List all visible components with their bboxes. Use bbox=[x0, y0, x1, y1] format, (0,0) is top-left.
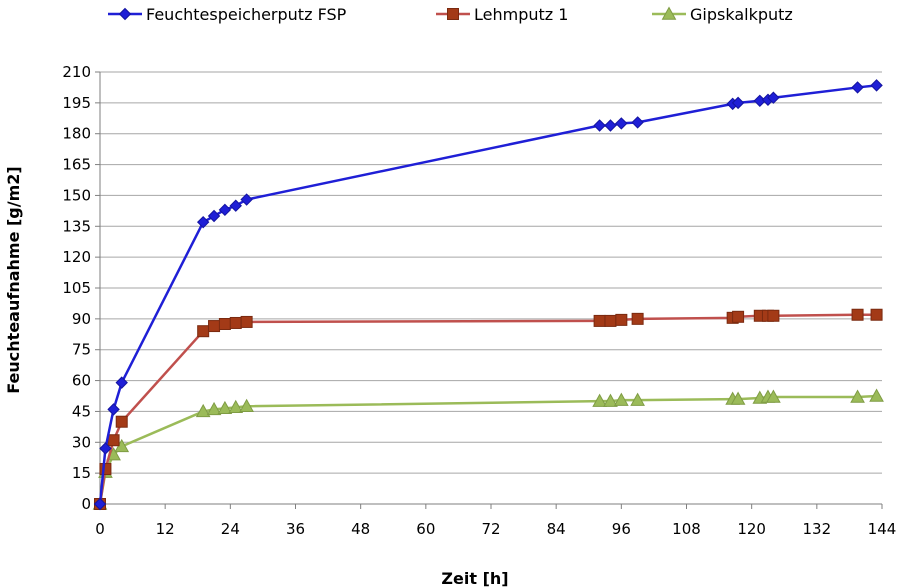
data-point-series-2 bbox=[604, 314, 617, 327]
y-tick-label: 210 bbox=[62, 63, 91, 81]
legend-marker bbox=[661, 6, 677, 20]
data-point-series-1 bbox=[229, 199, 242, 212]
y-tick-label: 195 bbox=[62, 94, 91, 112]
y-tick-label: 75 bbox=[72, 341, 91, 359]
x-tick-label: 96 bbox=[612, 520, 631, 538]
x-tick-label: 48 bbox=[351, 520, 370, 538]
data-point-series-1 bbox=[604, 119, 617, 132]
data-point-series-1 bbox=[99, 442, 112, 455]
data-point-series-1 bbox=[593, 119, 606, 132]
data-point-series-1 bbox=[631, 116, 644, 129]
data-point-series-2 bbox=[593, 314, 606, 327]
data-point-series-1 bbox=[107, 403, 120, 416]
data-point-series-1 bbox=[218, 203, 232, 217]
y-tick-label: 60 bbox=[72, 372, 91, 390]
y-axis-title: Feuchteaufnahme [g/m2] bbox=[4, 166, 23, 393]
legend-label: Lehmputz 1 bbox=[474, 5, 568, 24]
legend-marker bbox=[118, 7, 132, 21]
data-point-series-3 bbox=[239, 398, 254, 412]
data-point-series-3 bbox=[869, 388, 884, 402]
x-tick-label: 108 bbox=[672, 520, 701, 538]
data-point-series-1 bbox=[196, 215, 210, 229]
data-point-series-1 bbox=[851, 81, 864, 94]
data-point-series-1 bbox=[240, 193, 253, 206]
axes bbox=[95, 71, 883, 509]
data-point-series-2 bbox=[732, 310, 745, 323]
data-point-series-2 bbox=[115, 415, 128, 428]
data-point-series-2 bbox=[208, 320, 221, 333]
x-tick-label: 12 bbox=[156, 520, 175, 538]
data-point-series-3 bbox=[217, 400, 233, 415]
data-point-series-2 bbox=[631, 312, 644, 325]
data-point-series-2 bbox=[218, 318, 231, 330]
y-tick-label: 180 bbox=[62, 125, 91, 143]
x-tick-label: 60 bbox=[416, 520, 435, 538]
y-tick-label: 135 bbox=[62, 217, 91, 235]
data-point-series-3 bbox=[195, 403, 211, 418]
y-tick-label: 45 bbox=[72, 402, 91, 420]
data-point-series-1 bbox=[207, 209, 221, 223]
tick-labels: 0 15 30 45 60 75 90 105 120 135 150 165 180 195 210 0 12… bbox=[62, 63, 896, 538]
data-point-series-2 bbox=[767, 309, 780, 322]
x-axis-title: Zeit [h] bbox=[441, 569, 508, 587]
legend-label: Feuchtespeicherputz FSP bbox=[146, 5, 347, 24]
data-point-series-3 bbox=[228, 399, 244, 414]
y-tick-label: 90 bbox=[72, 310, 91, 328]
x-tick-label: 84 bbox=[547, 520, 566, 538]
data-point-series-3 bbox=[850, 389, 865, 403]
x-tick-label: 144 bbox=[868, 520, 897, 538]
data-point-series-3 bbox=[630, 392, 645, 406]
x-tick-label: 0 bbox=[95, 520, 105, 538]
data-point-series-1 bbox=[767, 91, 780, 104]
data-point-series-3 bbox=[766, 389, 781, 403]
x-tick-label: 72 bbox=[481, 520, 500, 538]
data-point-series-1 bbox=[93, 497, 107, 511]
legend: Feuchtespeicherputz FSP Lehmputz 1 Gipskal… bbox=[108, 5, 793, 24]
data-point-series-3 bbox=[603, 393, 618, 407]
data-point-series-2 bbox=[99, 463, 112, 476]
y-tick-label: 120 bbox=[62, 248, 91, 266]
data-point-series-3 bbox=[592, 393, 607, 407]
y-tick-label: 0 bbox=[81, 495, 91, 513]
series-line-1 bbox=[98, 84, 877, 505]
data-point-series-3 bbox=[730, 391, 746, 405]
data-point-series-2 bbox=[229, 316, 242, 329]
data-point-series-1 bbox=[115, 376, 128, 389]
data-point-series-2 bbox=[851, 308, 864, 321]
data-point-series-1 bbox=[731, 96, 745, 110]
y-tick-label: 30 bbox=[72, 433, 91, 451]
x-tick-label: 36 bbox=[286, 520, 305, 538]
x-tick-label: 132 bbox=[803, 520, 832, 538]
data-point-series-2 bbox=[240, 315, 253, 328]
y-tick-label: 165 bbox=[62, 156, 91, 174]
data-point-series-1 bbox=[615, 117, 628, 130]
y-tick-label: 105 bbox=[62, 279, 91, 297]
legend-marker bbox=[447, 8, 459, 20]
data-point-series-2 bbox=[615, 313, 628, 326]
series-layer bbox=[92, 79, 884, 511]
data-point-series-2 bbox=[107, 434, 120, 447]
y-tick-label: 15 bbox=[72, 464, 91, 482]
data-point-series-2 bbox=[870, 308, 883, 321]
y-tick-label: 150 bbox=[62, 186, 91, 204]
x-tick-label: 24 bbox=[221, 520, 240, 538]
x-tick-label: 120 bbox=[737, 520, 766, 538]
data-point-series-1 bbox=[870, 79, 883, 92]
data-point-series-2 bbox=[197, 325, 210, 338]
data-point-series-3 bbox=[613, 392, 629, 406]
data-point-series-3 bbox=[206, 401, 222, 416]
legend-label: Gipskalkputz bbox=[690, 5, 793, 24]
